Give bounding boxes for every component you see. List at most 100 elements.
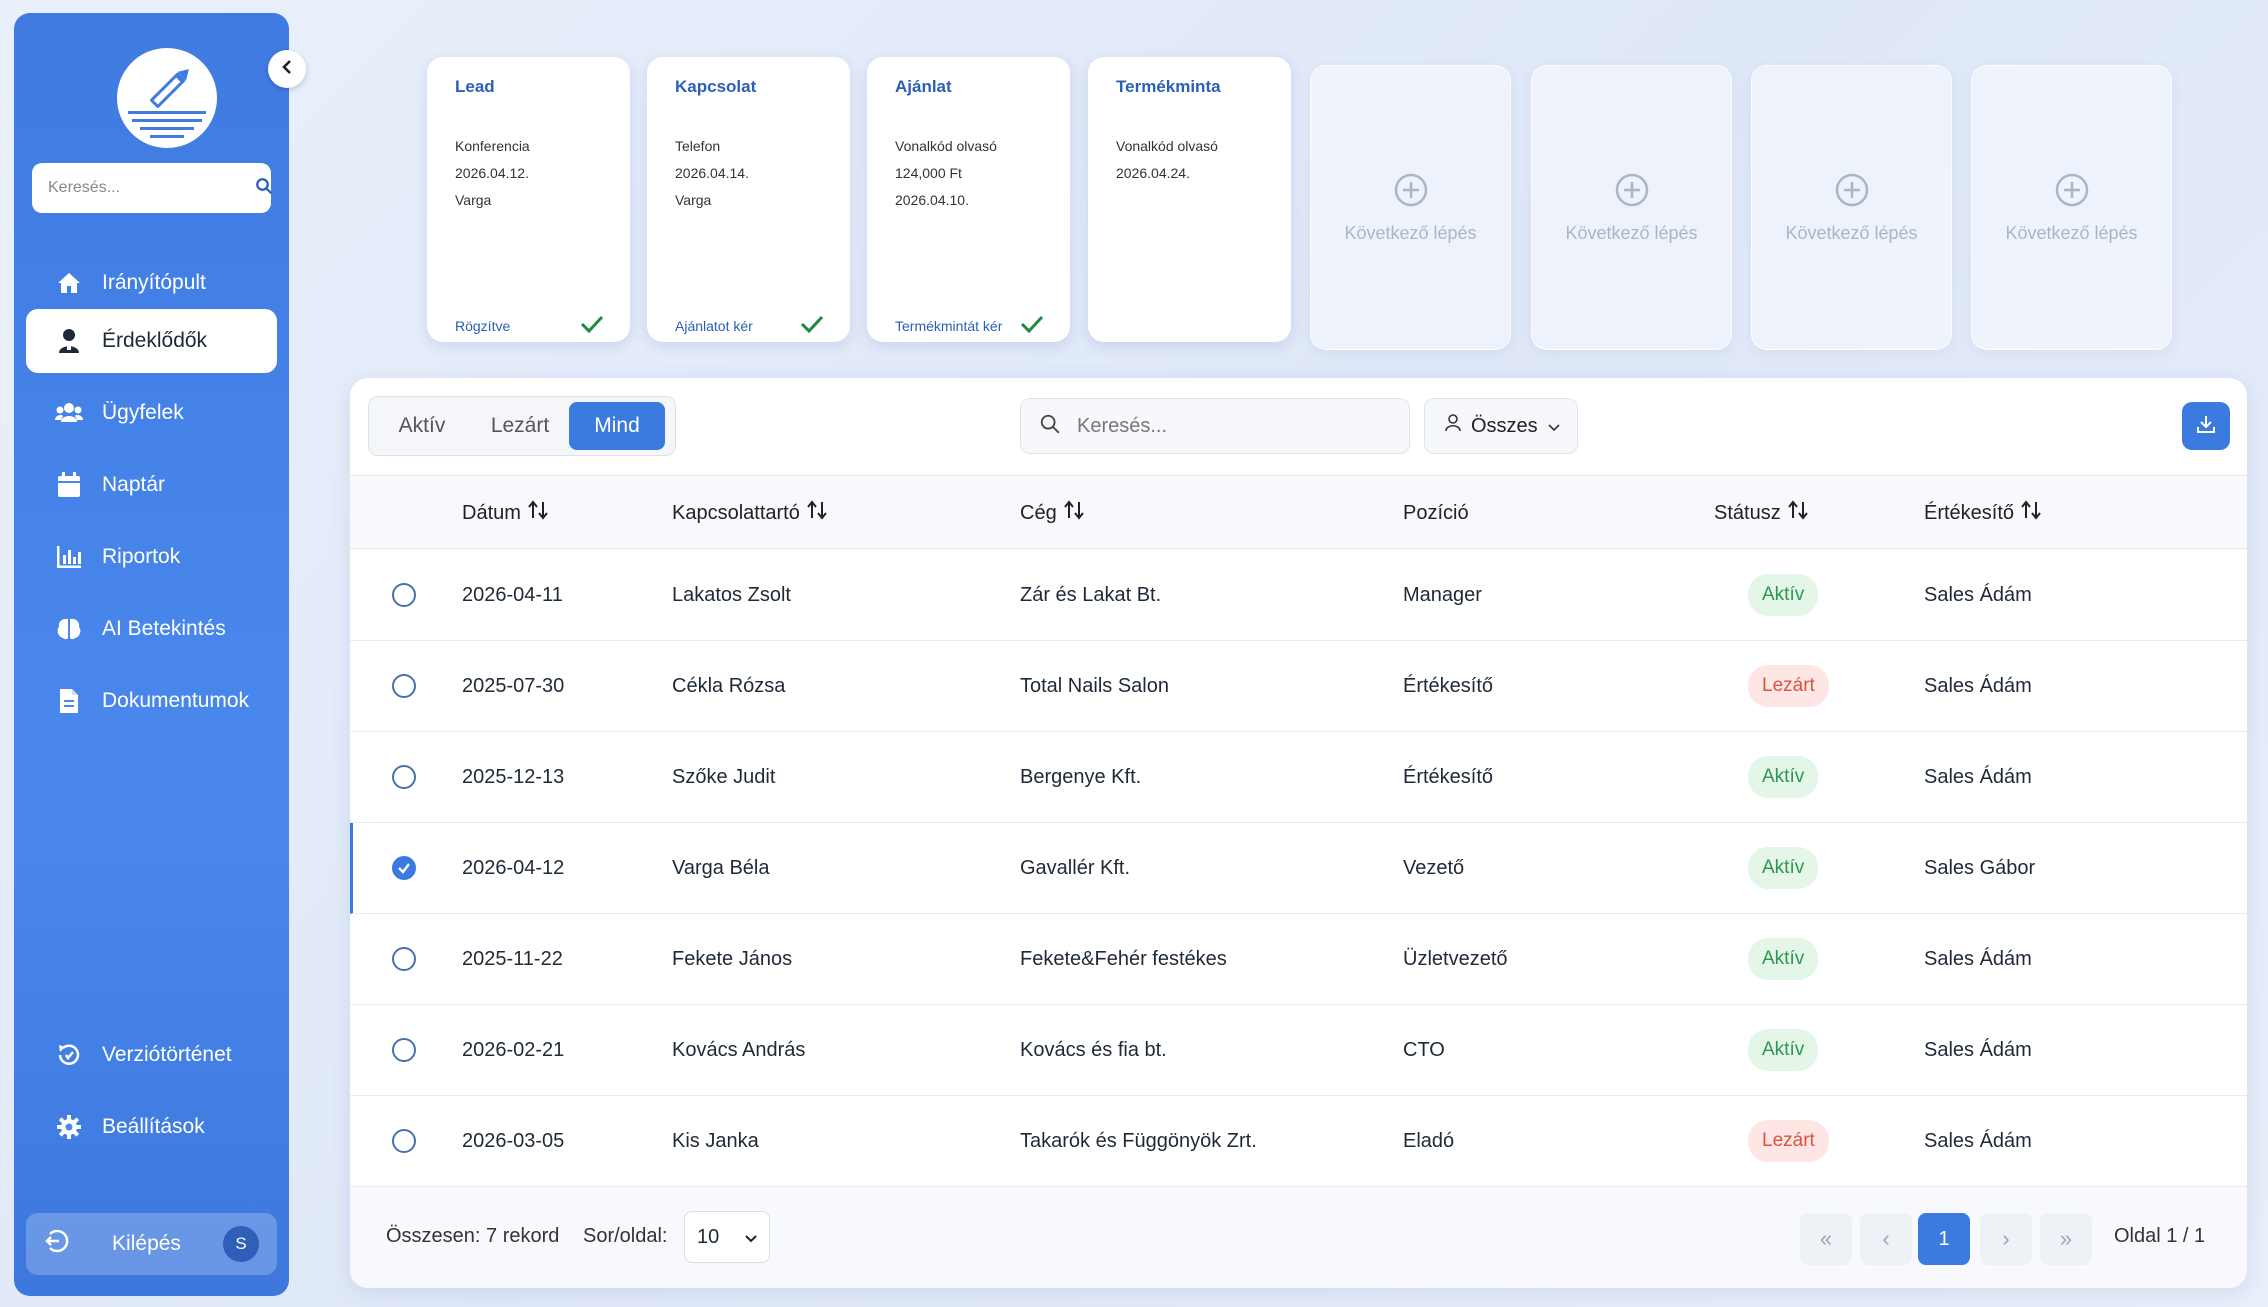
- stage-card-lead[interactable]: Lead Konferencia 2026.04.12. Varga Rögzí…: [427, 57, 630, 342]
- chevron-left-icon: ‹: [1882, 1226, 1890, 1251]
- sidebar-collapse-button[interactable]: [268, 50, 306, 88]
- column-header-date[interactable]: Dátum: [462, 476, 549, 550]
- cell-seller: Sales Ádám: [1924, 674, 2032, 697]
- sidebar-item-reports[interactable]: Riportok: [26, 525, 277, 589]
- cell-status: Lezárt: [1748, 1096, 1829, 1186]
- cell-contact: Fekete János: [672, 947, 793, 970]
- row-select-radio[interactable]: [392, 1038, 416, 1062]
- table-row[interactable]: 2025-07-30 Cékla Rózsa Total Nails Salon Ér…: [350, 641, 2247, 732]
- column-header-seller[interactable]: Értékesítő: [1924, 476, 2042, 550]
- stage-footer: Ajánlatot kér: [675, 317, 753, 334]
- sidebar: Irányítópult Érdeklődők Ügyfelek Naptár …: [14, 13, 289, 1296]
- sidebar-item-documents[interactable]: Dokumentumok: [26, 669, 277, 733]
- column-header-label: Értékesítő: [1924, 501, 2015, 524]
- plus-circle-icon: [1393, 172, 1429, 213]
- chevron-left-icon: [280, 59, 294, 80]
- sort-icon[interactable]: [806, 500, 828, 526]
- sidebar-item-label: AI Betekintés: [102, 617, 226, 640]
- stage-title: Termékminta: [1116, 77, 1221, 96]
- cell-date: 2026-02-21: [462, 1038, 565, 1061]
- stage-footer: Termékmintát kér: [895, 317, 1003, 334]
- row-select-radio[interactable]: [392, 856, 416, 880]
- download-button[interactable]: [2182, 402, 2230, 450]
- table-search[interactable]: [1020, 398, 1410, 454]
- table-row[interactable]: 2026-03-05 Kis Janka Takarók és Függönyök …: [350, 1096, 2247, 1187]
- column-header-status[interactable]: Státusz: [1714, 476, 1809, 550]
- cell-contact: Cékla Rózsa: [672, 674, 786, 697]
- tab-all[interactable]: Mind: [569, 402, 665, 450]
- cell-seller: Sales Ádám: [1924, 765, 2032, 788]
- status-badge: Aktív: [1748, 756, 1819, 798]
- next-page-button[interactable]: ›: [1980, 1213, 2032, 1265]
- table-row[interactable]: 2026-04-11 Lakatos Zsolt Zár és Lakat Bt. M…: [350, 550, 2247, 641]
- check-icon: [398, 863, 410, 874]
- stage-card-sample[interactable]: Termékminta Vonalkód olvasó 2026.04.24.: [1088, 57, 1291, 342]
- logout-button[interactable]: Kilépés S: [26, 1213, 277, 1275]
- sidebar-item-ai-insights[interactable]: AI Betekintés: [26, 597, 277, 661]
- search-icon: [1039, 413, 1061, 440]
- cell-status: Aktív: [1748, 732, 1819, 822]
- app-logo[interactable]: [104, 35, 229, 160]
- first-page-button[interactable]: «: [1800, 1213, 1852, 1265]
- rows-per-page-label: Sor/oldal:: [583, 1225, 668, 1247]
- plus-circle-icon: [2054, 172, 2090, 213]
- document-icon: [54, 686, 84, 716]
- chevron-down-icon: [745, 1226, 757, 1249]
- page-button-current[interactable]: 1: [1918, 1213, 1970, 1265]
- table-search-input[interactable]: [1077, 414, 1391, 438]
- sidebar-item-version-history[interactable]: Verziótörténet: [26, 1023, 277, 1087]
- sidebar-item-dashboard[interactable]: Irányítópult: [26, 251, 277, 315]
- sidebar-item-leads[interactable]: Érdeklődők: [26, 309, 277, 373]
- row-select-radio[interactable]: [392, 1129, 416, 1153]
- last-page-button[interactable]: »: [2040, 1213, 2092, 1265]
- leads-table-panel: Aktív Lezárt Mind Összes Dátum Kapcsolat…: [350, 378, 2247, 1288]
- table-row[interactable]: 2026-02-21 Kovács András Kovács és fia bt.…: [350, 1005, 2247, 1096]
- stage-title: Lead: [455, 77, 495, 96]
- stage-card-offer[interactable]: Ajánlat Vonalkód olvasó 124,000 Ft 2026.…: [867, 57, 1070, 342]
- cell-position: CTO: [1403, 1038, 1445, 1061]
- row-select-radio[interactable]: [392, 583, 416, 607]
- sidebar-item-settings[interactable]: Beállítások: [26, 1095, 277, 1159]
- sidebar-search-input[interactable]: [48, 179, 255, 197]
- stage-line: Varga: [675, 192, 712, 208]
- column-header-company[interactable]: Cég: [1020, 476, 1085, 550]
- next-step-card[interactable]: Következő lépés: [1971, 65, 2172, 350]
- rows-per-page-select[interactable]: 10: [684, 1211, 770, 1263]
- stage-line: Telefon: [675, 138, 721, 154]
- row-select-radio[interactable]: [392, 947, 416, 971]
- sidebar-item-customers[interactable]: Ügyfelek: [26, 381, 277, 445]
- seller-filter-dropdown[interactable]: Összes: [1424, 398, 1578, 454]
- tab-active[interactable]: Aktív: [398, 414, 446, 437]
- next-step-card[interactable]: Következő lépés: [1310, 65, 1511, 350]
- stage-title: Ajánlat: [895, 77, 952, 96]
- sort-icon[interactable]: [1787, 500, 1809, 526]
- sidebar-item-label: Ügyfelek: [102, 401, 184, 424]
- table-row[interactable]: 2025-11-22 Fekete János Fekete&Fehér festé…: [350, 914, 2247, 1005]
- column-header-position[interactable]: Pozíció: [1403, 476, 1469, 550]
- next-step-card[interactable]: Következő lépés: [1751, 65, 1952, 350]
- row-select-radio[interactable]: [392, 674, 416, 698]
- gear-icon: [54, 1112, 84, 1142]
- sidebar-item-calendar[interactable]: Naptár: [26, 453, 277, 517]
- sort-icon[interactable]: [527, 500, 549, 526]
- table-row[interactable]: 2025-12-13 Szőke Judit Bergenye Kft. Értéke…: [350, 732, 2247, 823]
- column-header-contact[interactable]: Kapcsolattartó: [672, 476, 828, 550]
- sidebar-search[interactable]: [32, 163, 273, 213]
- stage-line: 2026.04.24.: [1116, 165, 1190, 181]
- cell-seller: Sales Ádám: [1924, 1038, 2032, 1061]
- cell-seller: Sales Ádám: [1924, 1129, 2032, 1152]
- sort-icon[interactable]: [2020, 500, 2042, 526]
- sort-icon[interactable]: [1063, 500, 1085, 526]
- next-step-label: Következő lépés: [1785, 222, 1918, 243]
- stage-card-contact[interactable]: Kapcsolat Telefon 2026.04.14. Varga Aján…: [647, 57, 850, 342]
- row-select-radio[interactable]: [392, 765, 416, 789]
- tab-closed[interactable]: Lezárt: [490, 414, 550, 437]
- search-icon[interactable]: [255, 177, 273, 200]
- prev-page-button[interactable]: ‹: [1860, 1213, 1912, 1265]
- next-step-label: Következő lépés: [1344, 222, 1477, 243]
- cell-status: Aktív: [1748, 550, 1819, 640]
- table-row[interactable]: 2026-04-12 Varga Béla Gavallér Kft. Vezető S…: [350, 823, 2247, 914]
- avatar[interactable]: S: [223, 1226, 259, 1262]
- next-step-card[interactable]: Következő lépés: [1531, 65, 1732, 350]
- next-step-label: Következő lépés: [1565, 222, 1698, 243]
